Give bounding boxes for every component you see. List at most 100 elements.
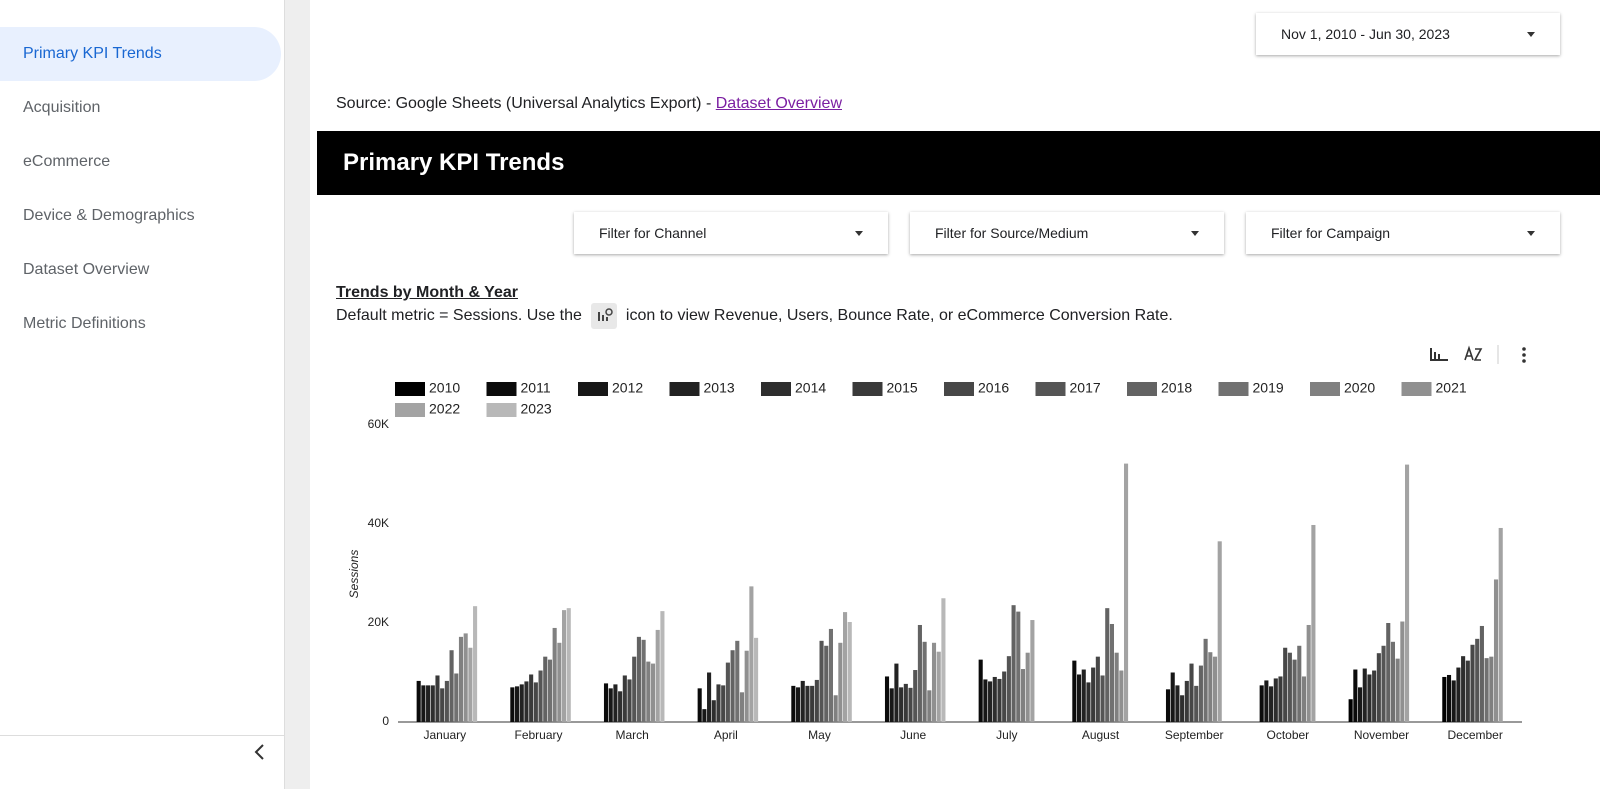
bar	[449, 650, 454, 722]
legend-swatch	[1218, 382, 1249, 396]
bar	[524, 681, 529, 722]
bar	[1456, 667, 1461, 722]
bar	[1353, 669, 1358, 722]
more-button[interactable]	[1522, 347, 1526, 363]
date-range[interactable]: Nov 1, 2010 - Jun 30, 2023	[1256, 13, 1560, 55]
bar	[1358, 687, 1363, 722]
x-tick-label: December	[1447, 728, 1502, 742]
nav-item[interactable]: Primary KPI Trends	[0, 27, 281, 81]
bar	[613, 684, 618, 722]
bar	[805, 685, 810, 722]
metric-button[interactable]	[1430, 348, 1448, 361]
legend-label: 2012	[612, 380, 643, 396]
bar	[1081, 669, 1086, 722]
bar	[791, 685, 796, 722]
x-tick-label: September	[1165, 728, 1224, 742]
bar	[1297, 645, 1302, 722]
bar	[1212, 656, 1218, 722]
legend-swatch	[395, 403, 425, 417]
bar	[843, 612, 848, 722]
bar	[1479, 625, 1484, 722]
nav-item[interactable]: Metric Definitions	[23, 315, 146, 332]
legend-swatch	[852, 382, 883, 396]
bar	[730, 650, 735, 722]
bar	[1461, 656, 1466, 722]
bar	[716, 684, 721, 722]
bar	[1109, 623, 1114, 722]
nav-item[interactable]: Dataset Overview	[23, 261, 150, 278]
bar	[913, 670, 918, 722]
bar	[426, 685, 431, 722]
bar	[884, 676, 890, 722]
bar	[931, 642, 937, 722]
bar	[744, 650, 749, 722]
x-tick-label: April	[714, 728, 738, 742]
y-tick-label: 0	[382, 714, 389, 728]
filter[interactable]: Filter for Channel	[574, 212, 888, 254]
bar	[1278, 676, 1283, 722]
bar	[983, 679, 988, 722]
filter[interactable]: Filter for Campaign	[1246, 212, 1560, 254]
sort-button[interactable]	[1464, 345, 1483, 361]
bar	[739, 692, 745, 722]
bar	[1025, 652, 1030, 722]
bar	[903, 683, 908, 722]
bar	[543, 656, 548, 722]
bar	[1124, 463, 1129, 722]
x-tick-label: November	[1354, 728, 1409, 742]
description-text: icon to view Revenue, Users, Bounce Rate…	[625, 307, 1173, 324]
bar	[927, 690, 932, 722]
bar	[908, 687, 913, 722]
bar	[1287, 652, 1292, 722]
bar	[1442, 676, 1447, 722]
bar	[552, 627, 557, 722]
bar	[1020, 669, 1026, 722]
nav-item[interactable]: Acquisition	[23, 99, 101, 116]
bar	[1100, 675, 1105, 722]
x-tick-label: March	[615, 728, 648, 742]
collapse-button[interactable]	[250, 742, 270, 762]
y-tick-label: 20K	[368, 615, 389, 629]
bar	[1493, 579, 1499, 722]
bar	[1203, 638, 1208, 722]
bar	[1217, 541, 1222, 722]
bar	[1072, 660, 1077, 722]
legend-swatch	[1310, 382, 1340, 396]
bar	[1119, 670, 1124, 722]
bar	[519, 684, 524, 722]
nav-item[interactable]: Device & Demographics	[23, 207, 195, 224]
bar	[603, 683, 609, 722]
legend-swatch	[578, 382, 608, 396]
bar	[1184, 680, 1189, 722]
bar	[917, 624, 922, 722]
bar	[533, 682, 538, 722]
source-line: Source: Google Sheets (Universal Analyti…	[336, 95, 842, 113]
bar	[800, 680, 805, 722]
bar	[833, 695, 838, 722]
bar	[1165, 689, 1171, 722]
bar	[454, 673, 459, 722]
bar	[435, 675, 440, 722]
source-link[interactable]: Dataset Overview	[715, 95, 842, 112]
bar	[1030, 620, 1035, 722]
bar	[899, 687, 904, 722]
bar	[473, 606, 478, 722]
bar	[1006, 656, 1011, 722]
legend-label: 2017	[1070, 380, 1101, 396]
bar	[1283, 647, 1288, 722]
bar	[824, 645, 829, 722]
x-tick-label: June	[900, 728, 926, 742]
bar	[468, 647, 473, 722]
nav-item[interactable]: eCommerce	[23, 153, 111, 170]
sidebar: Primary KPI Trends Acquisition eCommerce…	[0, 0, 285, 789]
bar	[515, 686, 520, 722]
legend-label: 2010	[429, 380, 460, 396]
bar	[1273, 678, 1278, 722]
bar	[655, 629, 660, 722]
legend-swatch	[761, 382, 791, 396]
bar	[992, 676, 997, 722]
bar	[1002, 671, 1007, 722]
filter[interactable]: Filter for Source/Medium	[910, 212, 1224, 254]
legend-swatch	[486, 382, 517, 396]
bar	[1348, 699, 1353, 722]
